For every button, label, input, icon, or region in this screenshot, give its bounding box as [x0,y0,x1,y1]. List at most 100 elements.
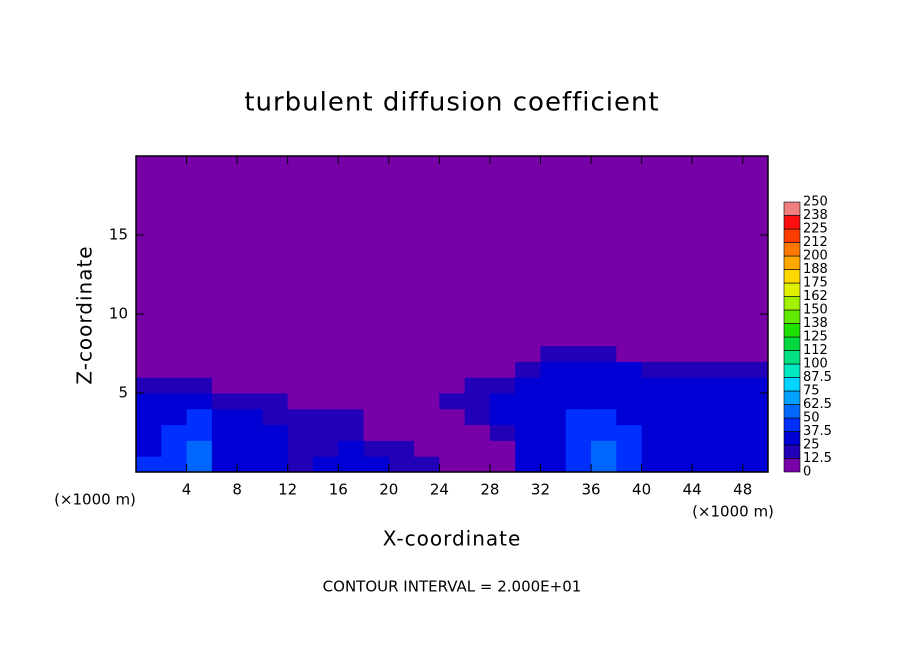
x-tick-label: 16 [329,481,348,499]
field-cell [717,329,744,347]
x-unit-label: (×1000 m) [54,491,136,509]
colorbar-label: 87.5 [803,370,832,385]
field-cell [565,424,592,441]
colorbar-swatch [783,242,801,257]
field-cell [540,408,567,426]
colorbar-label: 238 [803,208,828,223]
field-cell [161,424,188,441]
field-cell [591,329,617,347]
colorbar-label: 175 [803,276,828,291]
field-cell [237,456,263,473]
field-cell [211,377,238,394]
field-cell [287,345,314,362]
field-cell [742,377,769,394]
field-cell [565,456,592,473]
field-cell [211,440,238,457]
colorbar-label: 138 [803,316,828,331]
colorbar-label: 50 [803,411,820,426]
field-cell [692,456,718,473]
colorbar-swatch [783,404,801,419]
field-cell [262,456,289,473]
colorbar-swatch [783,201,801,216]
field-cell [591,361,617,378]
field-cell [540,393,567,410]
field-cell [489,377,516,394]
field-cell [312,329,339,347]
field-cell [338,440,365,457]
field-cell [591,424,617,441]
field-cell [540,456,567,473]
field-cell [287,329,314,347]
field-cell [161,345,188,362]
field-cell [591,440,617,457]
field-cell [692,424,718,441]
field-cell [312,377,339,394]
colorbar-swatch [783,417,801,432]
x-tick-label: 44 [683,481,702,499]
colorbar-label: 212 [803,235,828,250]
field-cell [641,440,668,457]
colorbar-swatch [783,336,801,351]
field-cell [388,424,415,441]
field-cell [312,361,339,378]
field-cell [666,408,693,426]
field-cell [161,361,188,378]
field-cell [616,345,643,362]
colorbar-swatch [783,444,801,459]
colorbar-label: 188 [803,262,828,277]
field-cell [540,377,567,394]
field-cell [464,329,491,347]
field-cell [262,345,289,362]
field-cell [464,408,491,426]
field-cell [666,424,693,441]
field-cell [161,456,188,473]
field-cell [363,424,390,441]
colorbar-label: 0 [803,465,811,480]
field-cell [565,377,592,394]
field-cell [414,377,440,394]
field-cell [439,361,466,378]
colorbar-swatch [783,431,801,446]
field-cell [464,440,491,457]
field-cell [136,361,162,378]
field-cell [414,345,440,362]
field-cell [262,408,289,426]
field-cell [666,440,693,457]
field-cell [515,393,541,410]
field-cell [363,377,390,394]
field-cell [186,361,213,378]
field-cell [515,456,541,473]
field-cell [742,440,769,457]
field-cell [565,361,592,378]
field-cell [136,345,162,362]
field-cell [489,424,516,441]
field-cell [742,345,769,362]
field-cell [287,456,314,473]
field-cell [287,440,314,457]
colorbar-label: 162 [803,289,828,304]
field-cell [363,393,390,410]
field-cell [312,345,339,362]
field-cell [211,361,238,378]
field-cell [388,393,415,410]
field-cell [338,377,365,394]
colorbar-label: 100 [803,357,828,372]
field-cell [439,329,466,347]
field-cell [742,424,769,441]
field-cell [414,393,440,410]
field-cell [641,329,668,347]
field-cell [641,393,668,410]
field-cell [186,393,213,410]
field-cell [439,377,466,394]
field-cell [515,345,541,362]
x-tick-label: 12 [278,481,297,499]
field-cell [717,393,744,410]
field-cell [489,440,516,457]
field-cell [414,408,440,426]
field-cell [717,345,744,362]
field-cell [186,408,213,426]
colorbar-label: 125 [803,330,828,345]
field-cell [388,345,415,362]
field-cell [616,424,643,441]
